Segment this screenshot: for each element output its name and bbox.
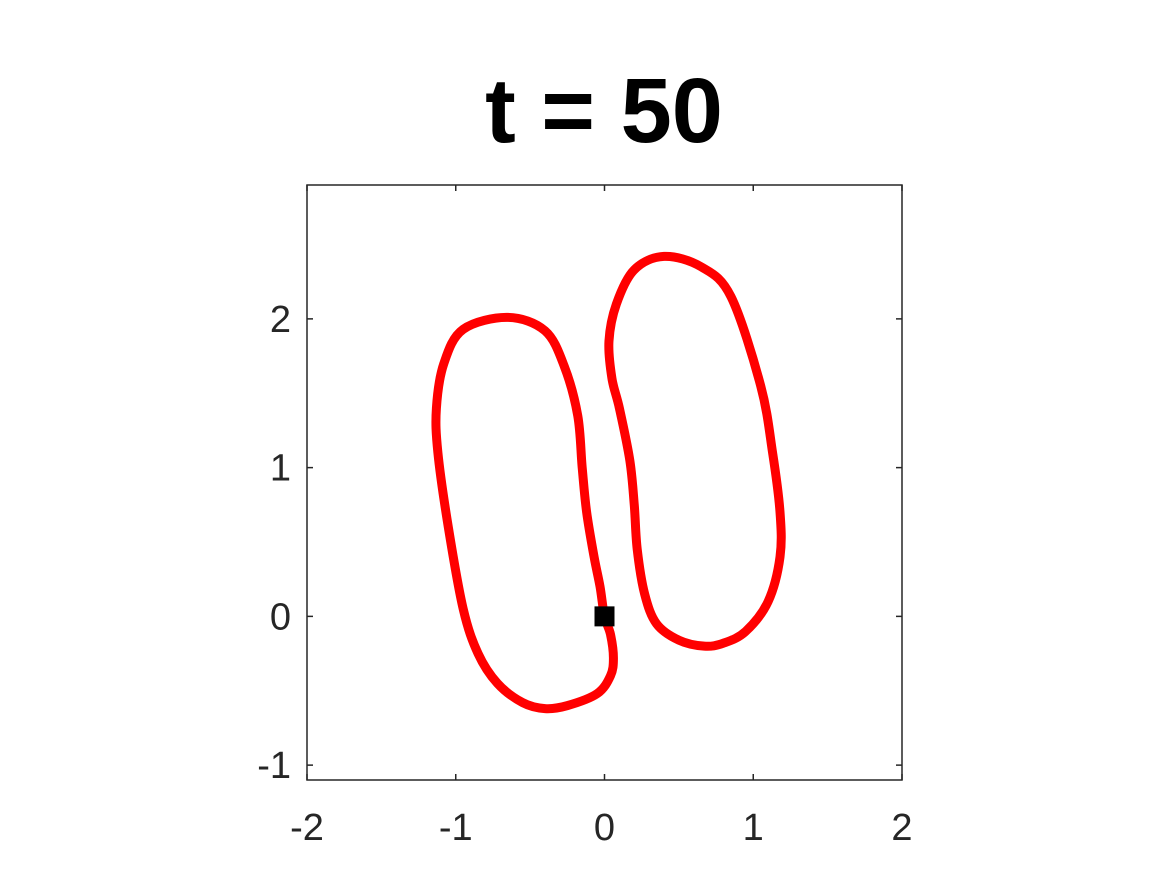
series-line-0 xyxy=(431,312,618,714)
x-tick-label: -2 xyxy=(290,807,324,849)
x-tick-label: 1 xyxy=(743,807,764,849)
y-tick-label: 1 xyxy=(270,448,291,490)
ticks-layer: -2 -1 0 1 2 -1 0 1 2 xyxy=(257,185,913,849)
series-line-1 xyxy=(604,251,786,651)
y-tick-label: 2 xyxy=(270,299,291,341)
y-tick-label: -1 xyxy=(257,745,291,787)
y-tick-label: 0 xyxy=(270,596,291,638)
x-tick-label: 0 xyxy=(594,807,615,849)
x-tick-label: 2 xyxy=(891,807,912,849)
x-tick-label: -1 xyxy=(439,807,473,849)
series-layer xyxy=(431,251,786,714)
marker-point-0 xyxy=(594,606,615,627)
chart-title: t = 50 xyxy=(485,60,723,162)
